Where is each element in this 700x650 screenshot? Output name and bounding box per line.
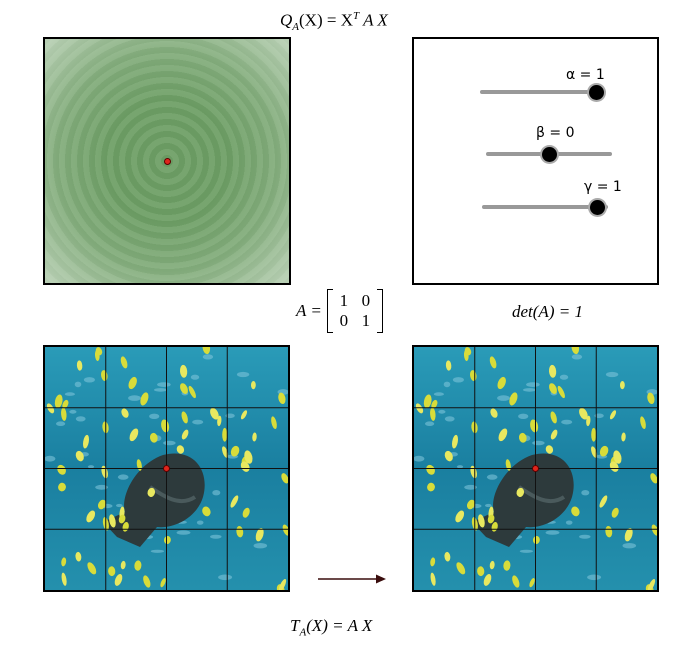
slider-gamma-handle[interactable]: [589, 199, 605, 215]
matrix-cell: 0: [361, 291, 371, 310]
parameter-panel: α = 1 β = 0 γ = 1: [412, 37, 659, 285]
slider-alpha-handle[interactable]: [588, 84, 604, 100]
slider-beta-handle[interactable]: [541, 146, 557, 162]
matrix-right-bracket: [376, 289, 383, 333]
transformed-image-panel[interactable]: [412, 345, 659, 592]
slider-alpha-label: α = 1: [566, 67, 605, 83]
slider-alpha-track[interactable]: [480, 90, 606, 94]
formula-t: T: [290, 616, 300, 635]
formula-t-tail: (X) = A X: [306, 616, 373, 635]
original-image-panel[interactable]: [43, 345, 290, 592]
formula-q-sub: A: [292, 21, 300, 34]
slider-gamma-track[interactable]: [482, 205, 608, 209]
matrix-grid: 1 0 0 1: [333, 291, 377, 331]
formula-q: Q: [280, 10, 293, 30]
slider-gamma-label: γ = 1: [584, 179, 622, 195]
matrix-cell: 1: [361, 311, 371, 330]
red-dot-icon[interactable]: [163, 157, 171, 165]
determinant-formula: det(A) = 1: [512, 302, 583, 321]
right-arrow-icon: [318, 574, 386, 584]
slider-beta-label: β = 0: [536, 125, 575, 141]
red-dot-icon[interactable]: [532, 465, 539, 472]
transform-formula: TA(X) = A X: [290, 616, 372, 638]
formula-q-sup: T: [352, 10, 360, 22]
formula-q-tail: A X: [363, 10, 388, 30]
quadratic-form-plot[interactable]: [43, 37, 291, 285]
matrix-cell: 0: [339, 311, 349, 330]
formula-q-rest: (X) = X: [299, 10, 353, 30]
formula-t-sub: A: [299, 626, 307, 639]
matrix-lhs: A =: [296, 301, 322, 320]
quadratic-form-formula: QA(X) = XT A X: [280, 10, 388, 33]
matrix-left-bracket: [326, 289, 333, 333]
red-dot-icon[interactable]: [163, 465, 170, 472]
matrix-display: A = 1 0 0 1: [296, 289, 383, 333]
matrix-cell: 1: [339, 291, 349, 310]
